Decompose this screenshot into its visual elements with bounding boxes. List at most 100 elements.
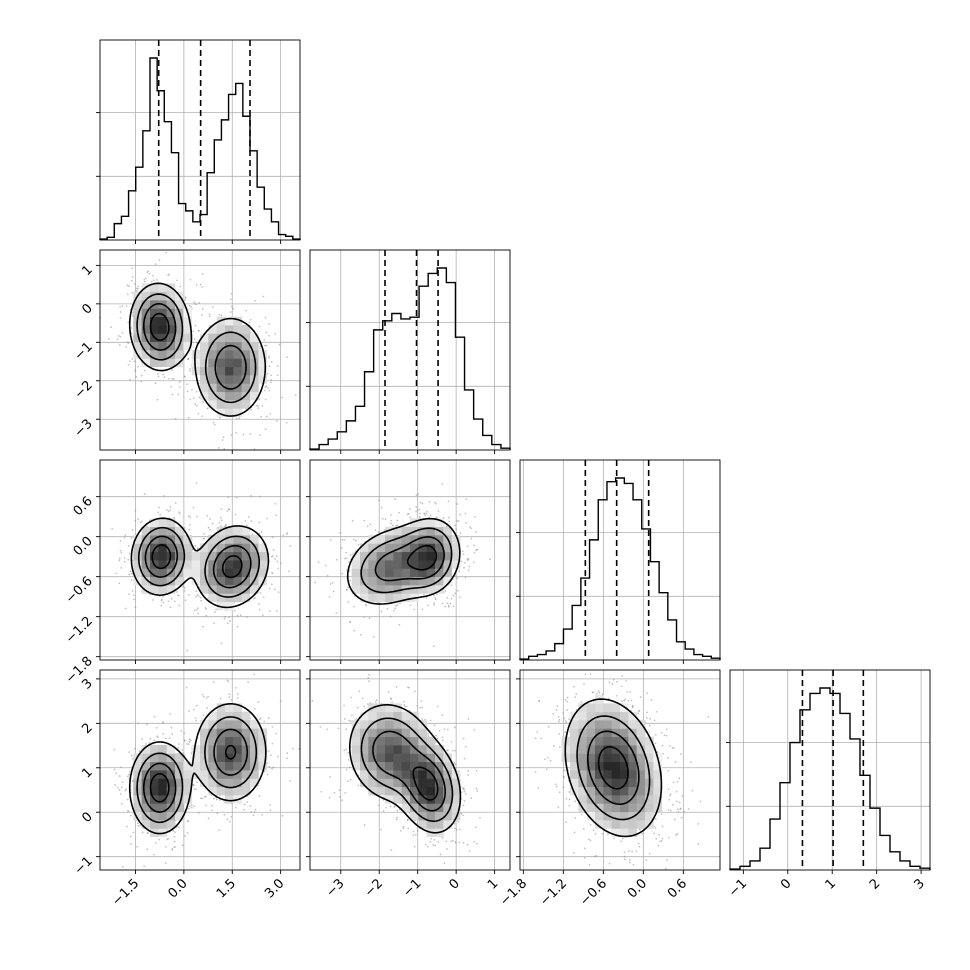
scatter-point	[258, 521, 261, 524]
scatter-point	[406, 705, 408, 708]
scatter-point	[416, 829, 419, 832]
scatter-point	[205, 614, 208, 617]
scatter-point	[146, 271, 149, 274]
scatter-point	[426, 845, 429, 848]
density-cell	[426, 811, 436, 821]
scatter-point	[195, 596, 197, 598]
scatter-point	[470, 797, 473, 800]
density-cell	[401, 526, 411, 536]
scatter-point	[464, 512, 467, 515]
density-cell	[208, 720, 218, 729]
scatter-point	[429, 719, 432, 722]
scatter-point	[190, 306, 192, 308]
scatter-point	[139, 521, 142, 524]
density-cell	[385, 560, 394, 569]
scatter-point	[127, 363, 130, 366]
scatter-point	[462, 787, 464, 789]
density-cell	[166, 291, 176, 301]
scatter-point	[343, 749, 346, 752]
density-cell	[208, 375, 218, 384]
scatter-point	[212, 421, 215, 424]
density-cell	[158, 778, 168, 788]
density-cell	[233, 383, 243, 393]
scatter-point	[343, 704, 345, 707]
scatter-point	[277, 755, 279, 758]
density-cell	[233, 778, 243, 788]
density-cell	[233, 720, 243, 729]
scatter-point	[289, 779, 291, 782]
scatter-point	[271, 742, 274, 745]
density-cell	[216, 350, 226, 359]
density-cell	[200, 543, 209, 553]
scatter-point	[188, 741, 191, 743]
scatter-point	[463, 757, 466, 760]
density-cell	[150, 778, 159, 788]
density-cell	[166, 811, 176, 821]
scatter-point	[412, 830, 415, 833]
density-cell	[175, 333, 184, 343]
scatter-point	[347, 780, 349, 783]
scatter-point	[143, 865, 145, 868]
scatter-point	[118, 344, 121, 346]
scatter-point	[476, 842, 478, 845]
density-cell	[225, 601, 234, 611]
scatter-point	[193, 301, 195, 303]
scatter-point	[211, 809, 213, 812]
scatter-point	[395, 604, 397, 607]
density-cell	[241, 560, 251, 569]
scatter-point	[459, 513, 462, 516]
density-cell	[216, 391, 226, 401]
scatter-point	[335, 559, 338, 561]
density-cell	[158, 341, 168, 351]
scatter-point	[132, 757, 134, 760]
density-cell	[258, 560, 268, 569]
scatter-point	[253, 811, 256, 813]
scatter-point	[394, 498, 397, 500]
density-cell	[150, 308, 159, 318]
density-cells	[351, 518, 461, 603]
density-cell	[376, 786, 386, 796]
scatter-point	[407, 818, 409, 821]
scatter-point	[436, 737, 439, 740]
scatter-point	[189, 398, 191, 401]
density-cell	[133, 333, 143, 343]
scatter-point	[134, 519, 137, 522]
scatter-point	[195, 404, 198, 407]
scatter-point	[193, 609, 196, 612]
density-cell	[451, 543, 461, 553]
scatter-point	[473, 516, 476, 518]
density-cell	[208, 358, 218, 368]
scatter-point	[382, 810, 385, 812]
scatter-point	[349, 720, 352, 723]
density-cell	[258, 543, 268, 553]
scatter-point	[181, 749, 184, 751]
density-cell	[158, 316, 168, 326]
scatter-point	[458, 841, 461, 844]
density-cell	[175, 778, 184, 788]
density-cell	[393, 543, 403, 553]
scatter-point	[189, 516, 192, 519]
density-cell	[225, 408, 234, 418]
scatter-point	[170, 726, 173, 729]
density-cell	[435, 560, 444, 569]
density-cell	[166, 795, 176, 804]
scatter-point	[214, 611, 216, 613]
scatter-point	[230, 699, 233, 701]
scatter-point	[351, 714, 353, 717]
scatter-point	[207, 695, 209, 698]
contour-level-4	[406, 544, 438, 571]
scatter-point	[179, 512, 181, 515]
scatter-point	[124, 607, 127, 610]
scatter-point	[141, 520, 143, 523]
density-cell	[233, 535, 243, 544]
scatter-point	[186, 743, 188, 745]
scatter-point	[279, 700, 282, 702]
scatter-point	[189, 805, 191, 808]
density-cell	[150, 753, 159, 763]
scatter-point	[403, 700, 405, 703]
density-cell	[443, 551, 453, 561]
scatter-point	[127, 545, 130, 547]
density-cell	[158, 568, 168, 578]
scatter-point	[265, 344, 268, 347]
scatter-point	[266, 373, 269, 375]
